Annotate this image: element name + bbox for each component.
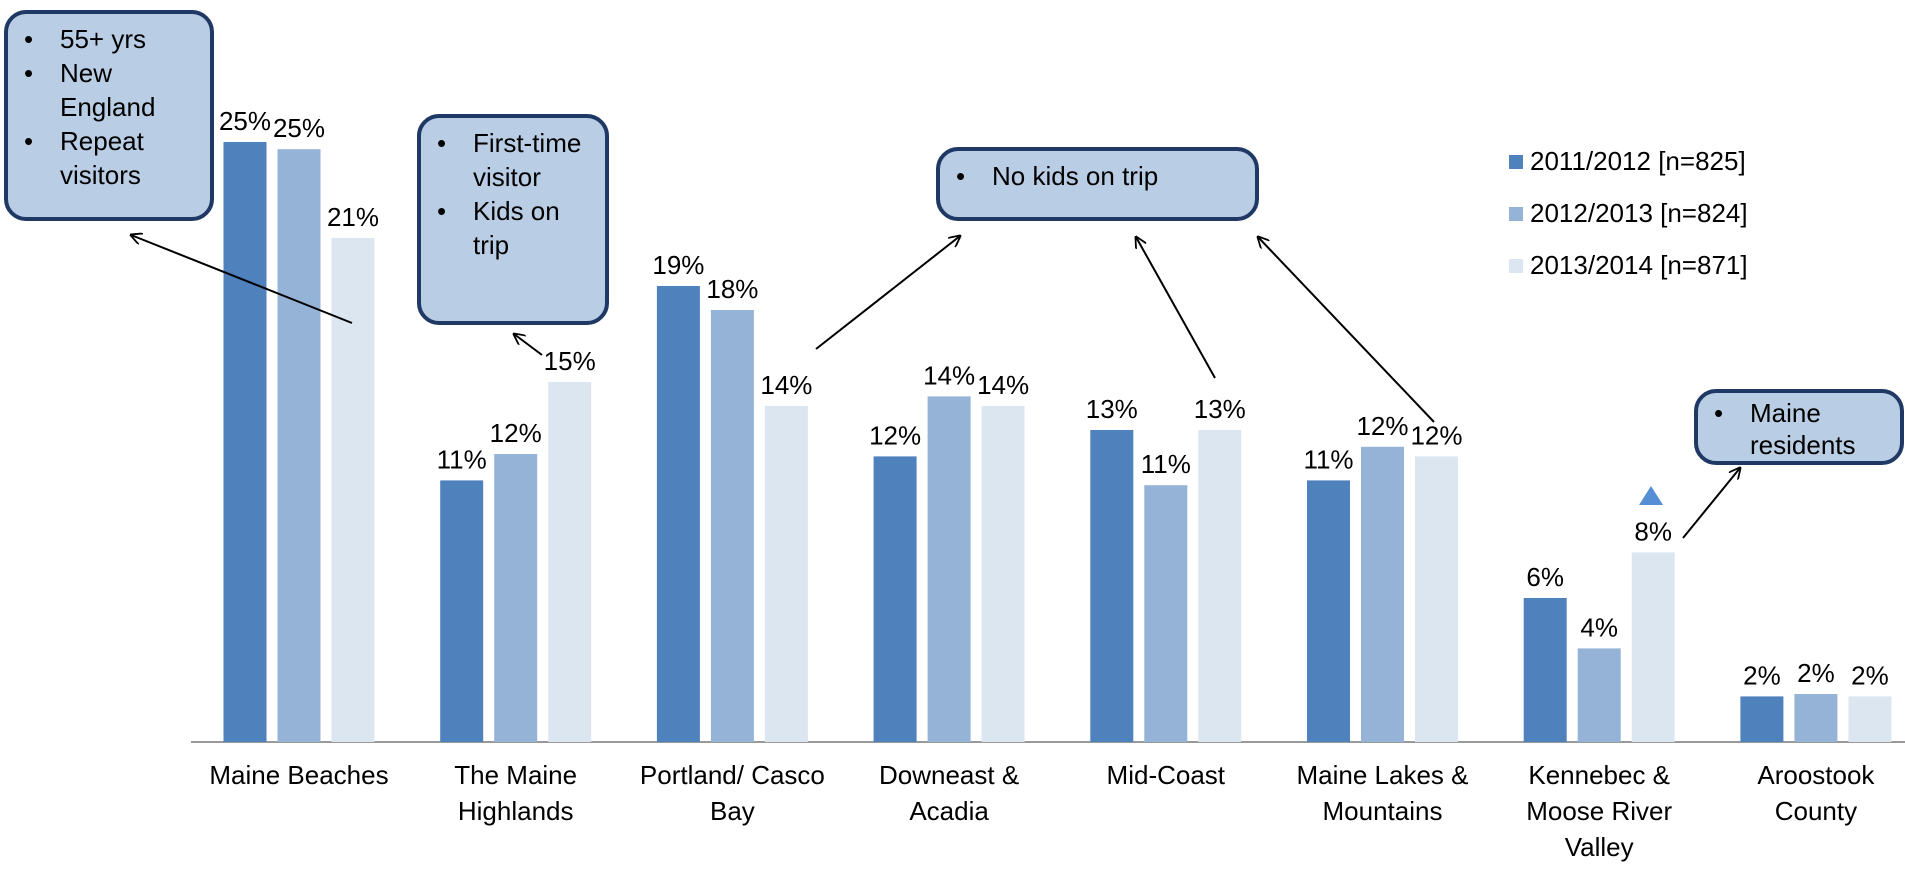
x-tick-label: Downeast & Acadia — [879, 760, 1019, 826]
bar — [1144, 485, 1188, 742]
x-tick-label: Mid-Coast — [1107, 760, 1226, 790]
data-label: 25% — [219, 106, 271, 136]
callout-item: First-time visitor — [437, 126, 595, 194]
legend-label: 2013/2014 [n=871] — [1530, 250, 1748, 280]
data-label: 13% — [1086, 394, 1138, 424]
bar — [1848, 696, 1892, 742]
x-tick-label: Kennebec & Moose River Valley — [1526, 760, 1672, 862]
bar — [1415, 456, 1458, 742]
bar — [1307, 480, 1350, 742]
data-label: 4% — [1580, 612, 1618, 642]
bar — [981, 406, 1025, 742]
bar — [927, 396, 971, 742]
bar — [223, 142, 267, 742]
x-tick-label: Maine Beaches — [209, 760, 388, 790]
bar — [1198, 430, 1242, 742]
x-tick-label: Maine Lakes & Mountains — [1297, 760, 1469, 826]
data-label: 13% — [1194, 394, 1246, 424]
data-label: 14% — [760, 370, 812, 400]
bar — [764, 406, 808, 742]
callout-item: Repeat visitors — [24, 124, 200, 192]
callout: First-time visitorKids on trip — [417, 114, 609, 325]
bar — [548, 382, 592, 742]
data-label: 6% — [1526, 562, 1564, 592]
bar — [1523, 598, 1567, 742]
data-label: 11% — [1141, 449, 1191, 479]
bar — [656, 286, 700, 742]
bar — [873, 456, 917, 742]
legend-label: 2011/2012 [n=825] — [1530, 146, 1746, 176]
legend-swatch — [1509, 207, 1523, 221]
legend-swatch — [1509, 259, 1523, 273]
bar — [1577, 648, 1621, 742]
data-label: 19% — [652, 250, 704, 280]
callout-item: No kids on trip — [956, 159, 1245, 193]
legend-label: 2012/2013 [n=824] — [1530, 198, 1748, 228]
bar — [1740, 696, 1784, 742]
callout-item: Kids on trip — [437, 194, 595, 262]
data-label: 8% — [1634, 516, 1672, 546]
callout-item: Maine residents — [1714, 397, 1890, 461]
callout-item: 55+ yrs — [24, 22, 200, 56]
bar — [710, 310, 754, 742]
data-label: 2% — [1851, 660, 1889, 690]
callout: Maine residents — [1694, 389, 1904, 465]
data-label: 25% — [273, 113, 325, 143]
bar — [1794, 694, 1838, 742]
callout: No kids on trip — [936, 147, 1259, 221]
data-label: 21% — [327, 202, 379, 232]
bar — [440, 480, 484, 742]
x-tick-label: Aroostook County — [1757, 760, 1875, 826]
data-label: 15% — [544, 346, 596, 376]
x-tick-label: The Maine Highlands — [454, 760, 577, 826]
bar — [277, 149, 321, 742]
callout: 55+ yrsNew EnglandRepeat visitors — [4, 10, 214, 221]
data-label: 11% — [437, 444, 487, 474]
data-label: 2% — [1797, 658, 1835, 688]
bar — [1090, 430, 1134, 742]
legend-swatch — [1509, 155, 1523, 169]
data-label: 2% — [1743, 660, 1781, 690]
data-label: 11% — [1303, 444, 1353, 474]
bar — [1631, 552, 1675, 742]
data-label: 14% — [923, 360, 975, 390]
bar — [1361, 446, 1404, 742]
data-label: 12% — [490, 418, 542, 448]
data-label: 12% — [869, 420, 921, 450]
data-label: 12% — [1356, 411, 1408, 441]
callout-item: New England — [24, 56, 200, 124]
data-label: 14% — [977, 370, 1029, 400]
bar — [494, 454, 538, 742]
x-tick-label: Portland/ Casco Bay — [640, 760, 825, 826]
data-label: 18% — [706, 274, 758, 304]
data-label: 12% — [1410, 420, 1462, 450]
bar — [331, 238, 375, 742]
